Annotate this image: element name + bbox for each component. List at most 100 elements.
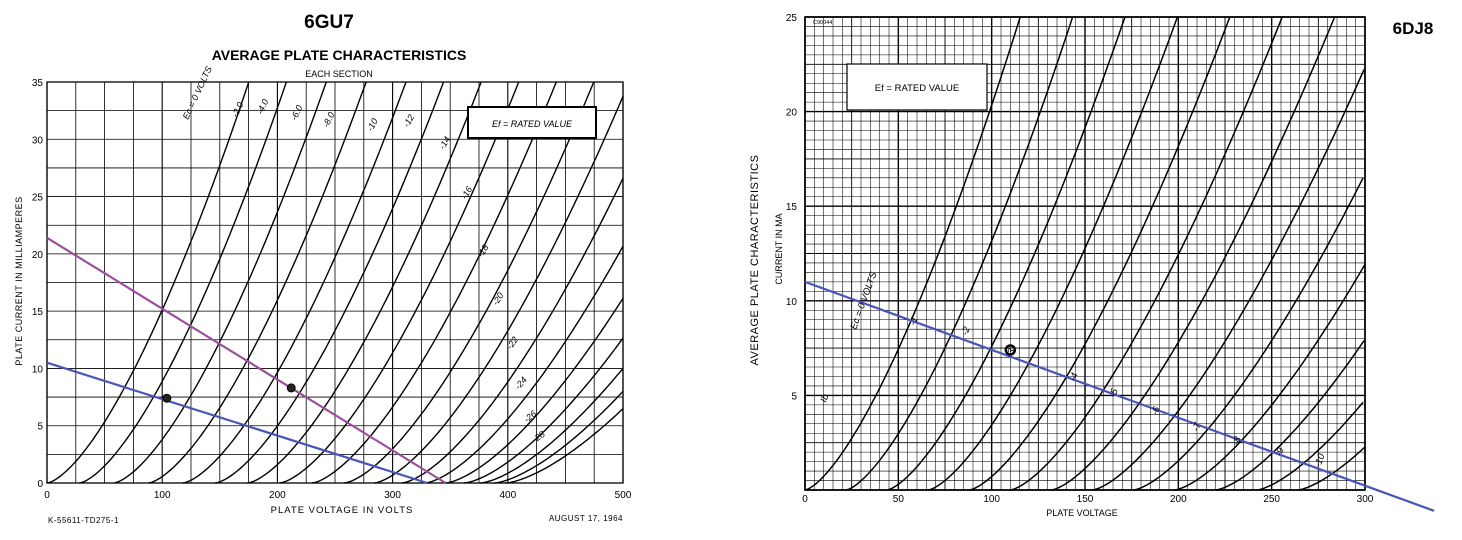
- plate-curve: [445, 297, 624, 484]
- x-tick-label: 100: [154, 490, 171, 501]
- x-axis-label: PLATE VOLTAGE IN VOLTS: [271, 505, 414, 516]
- x-tick-label: 100: [983, 494, 1000, 505]
- legend-box: Ef = RATED VALUE: [846, 63, 988, 111]
- curve-label: -6: [1149, 405, 1162, 417]
- x-tick-label: 200: [1170, 494, 1187, 505]
- curve-label: -6.0: [289, 104, 305, 122]
- plate-curve: [493, 390, 624, 484]
- x-tick-label: 500: [615, 490, 632, 501]
- legend-frame: [467, 106, 597, 139]
- operating-point: [286, 383, 296, 393]
- y-tick-label: 35: [32, 78, 44, 89]
- x-tick-label: 250: [1263, 494, 1280, 505]
- curve-label: Ec = 0 VOLTS: [181, 65, 214, 121]
- operating-point: [162, 393, 172, 403]
- y-tick-label: 0: [37, 479, 43, 490]
- footer-right: AUGUST 17, 1964: [549, 514, 623, 523]
- curve-label: -10: [365, 117, 380, 133]
- curve-label: -4.0: [255, 98, 271, 116]
- plate-curve: [113, 81, 327, 484]
- plate-curve: [845, 16, 1074, 491]
- plate-curve: [374, 96, 624, 484]
- x-tick-label: 200: [269, 490, 286, 501]
- curve-label: -10: [1312, 452, 1327, 469]
- plate-curve: [79, 81, 288, 484]
- plate-curve: [279, 81, 520, 484]
- plate-curve: [1092, 69, 1365, 491]
- y-axis-label: PLATE CURRENT IN MILLIAMPERES: [14, 196, 24, 365]
- plate-curve: [1297, 446, 1366, 491]
- chart-title: 6GU7: [304, 12, 354, 33]
- corner-code: C90044: [813, 20, 832, 26]
- y-tick-label: 10: [786, 297, 798, 308]
- y-tick-label: 5: [37, 422, 43, 433]
- plate-curve: [46, 81, 250, 484]
- plate-curve: [1215, 340, 1365, 491]
- curve-label: -22: [504, 335, 520, 351]
- curve-label: -12: [401, 113, 416, 129]
- plate-curve: [424, 245, 624, 484]
- y-tick-label: 15: [32, 307, 44, 318]
- y-tick-label: 20: [786, 108, 798, 119]
- curve-label: -1: [907, 315, 920, 327]
- plate-curve: [804, 16, 1021, 491]
- y-tick-label: 10: [32, 364, 44, 375]
- x-tick-label: 300: [1357, 494, 1374, 505]
- plate-curve: [401, 177, 624, 484]
- plate-curve: [247, 81, 482, 484]
- plate-curve: [1256, 401, 1364, 491]
- operating-point: [1004, 344, 1017, 356]
- plot-frame: [804, 16, 1366, 491]
- load-line-blue: [804, 280, 1435, 512]
- y-tick-label: 5: [791, 391, 797, 402]
- plate-curve: [215, 81, 445, 484]
- chart-subtitle-2: EACH SECTION: [305, 69, 373, 79]
- chart-6gu7: Ec = 0 VOLTS -2.0 -4.0 -6.0 -8.0 -10 -12-14-16…: [14, 12, 632, 525]
- plate-curve: [1010, 16, 1283, 491]
- legend-frame: [846, 63, 988, 111]
- plate-curve: [311, 81, 557, 484]
- y-tick-label: 30: [32, 135, 44, 146]
- curve-label: -2: [959, 325, 972, 337]
- curve-label: -26: [522, 409, 538, 425]
- plate-curve: [1174, 263, 1366, 491]
- plate-curve: [969, 16, 1231, 491]
- curve-label: -2.0: [230, 101, 246, 119]
- y-axis-outer-label: AVERAGE PLATE CHARACTERISTICS: [749, 155, 761, 366]
- plate-curve: [928, 16, 1179, 491]
- x-tick-label: 0: [802, 494, 808, 505]
- curve-label: -16: [459, 185, 474, 201]
- plate-curve: [344, 81, 595, 484]
- x-tick-label: 300: [384, 490, 401, 501]
- plate-curve: [886, 16, 1126, 491]
- legend-box: Ef = RATED VALUE: [467, 106, 597, 139]
- y-axis-label: CURRENT IN MA: [774, 213, 784, 284]
- chart-title: 6DJ8: [1393, 19, 1434, 38]
- curve-label: -8: [1230, 435, 1243, 447]
- x-tick-label: 400: [499, 490, 516, 501]
- curve-label: -4: [1067, 371, 1080, 383]
- footer-left: K-55611-TD275-1: [48, 516, 119, 525]
- plate-curve: [148, 81, 367, 484]
- curve-label: -24: [513, 375, 529, 391]
- y-tick-label: 15: [786, 202, 798, 213]
- plate-curve: [463, 337, 624, 484]
- plate-curve: [1133, 177, 1364, 491]
- y-tick-label: 20: [32, 250, 44, 261]
- x-tick-label: 50: [893, 494, 905, 505]
- load-line-blue: [46, 361, 428, 485]
- plate-curve: [182, 81, 407, 484]
- load-line-purple: [46, 236, 447, 484]
- plot-frame: [46, 81, 624, 484]
- plate-curve: [505, 408, 624, 484]
- x-tick-label: 0: [44, 490, 50, 501]
- x-axis-label: PLATE VOLTAGE: [1046, 508, 1118, 518]
- legend-text: Ef = RATED VALUE: [492, 119, 573, 129]
- y-tick-label: 25: [786, 13, 798, 24]
- curve-label: Ib: [818, 393, 831, 404]
- curve-label: -18: [475, 243, 490, 259]
- curve-label: -8.0: [321, 111, 337, 129]
- chart-subtitle: AVERAGE PLATE CHARACTERISTICS: [212, 47, 467, 63]
